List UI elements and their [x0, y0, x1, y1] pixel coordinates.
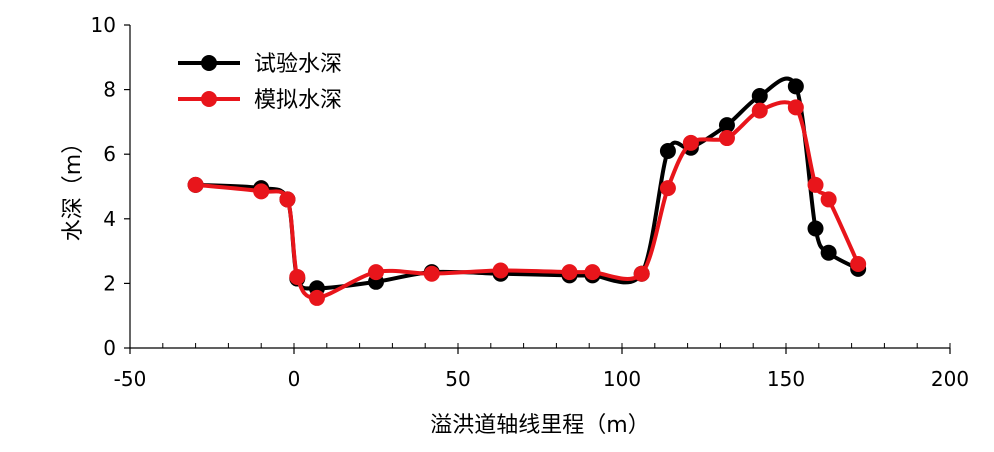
data-point	[423, 265, 440, 282]
legend-label: 试验水深	[254, 52, 342, 77]
y-axis-title: 水深（m）	[61, 132, 86, 241]
data-point	[807, 220, 824, 237]
legend-entry-2: 模拟水深	[178, 88, 342, 113]
data-point	[659, 180, 676, 197]
y-tick-label: 10	[91, 13, 116, 37]
data-point	[751, 88, 768, 105]
y-tick-label: 6	[103, 142, 116, 166]
data-point	[682, 134, 699, 151]
y-tick-label: 8	[103, 78, 116, 102]
axes	[129, 25, 950, 349]
data-point	[659, 142, 676, 159]
x-tick-label: 200	[931, 367, 969, 391]
x-tick-label: 100	[603, 367, 641, 391]
x-axis-title: 溢洪道轴线里程（m）	[430, 413, 649, 438]
data-point	[253, 183, 270, 200]
data-point	[807, 176, 824, 193]
x-tick-label: 50	[445, 367, 470, 391]
data-point	[820, 191, 837, 208]
x-tick-label: -50	[114, 367, 147, 391]
series-2	[187, 99, 867, 306]
legend-label: 模拟水深	[254, 88, 342, 113]
data-point	[787, 78, 804, 95]
data-point	[368, 264, 384, 281]
data-point	[289, 268, 306, 285]
data-point	[787, 99, 804, 116]
data-point	[561, 264, 578, 281]
legend-entry-1: 试验水深	[178, 52, 342, 77]
data-point	[718, 130, 735, 147]
data-point	[187, 176, 204, 193]
data-point	[279, 191, 296, 208]
data-point	[820, 244, 837, 261]
data-point	[308, 289, 325, 306]
x-tick-label: 0	[288, 367, 301, 391]
data-point	[751, 102, 768, 119]
legend-marker	[201, 55, 217, 71]
x-tick-label: 150	[767, 367, 805, 391]
data-point	[850, 256, 867, 273]
y-tick-label: 4	[103, 207, 116, 231]
y-tick-label: 2	[103, 271, 116, 295]
data-point	[633, 265, 650, 282]
ticks: 0 2 4 6 8 10 -50 0 50 100 150 200	[91, 13, 970, 391]
data-point	[492, 262, 509, 279]
series-layer	[187, 76, 867, 306]
y-tick-label: 0	[103, 336, 116, 360]
legend-marker	[201, 91, 217, 107]
data-point	[718, 117, 735, 134]
data-point	[584, 264, 601, 281]
